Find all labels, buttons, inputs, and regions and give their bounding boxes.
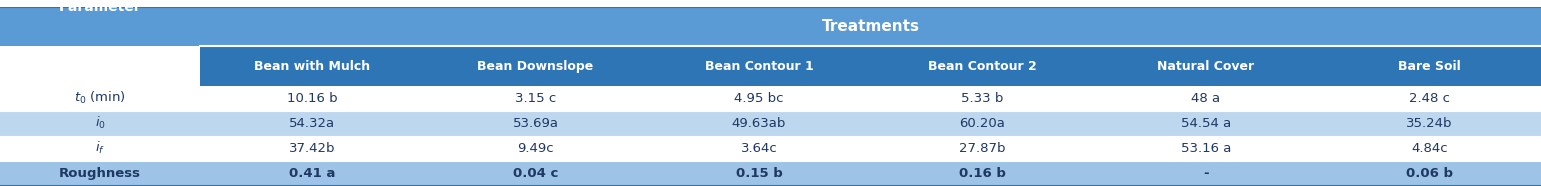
Text: 54.54 a: 54.54 a bbox=[1180, 117, 1231, 130]
Text: 49.63ab: 49.63ab bbox=[732, 117, 786, 130]
Text: 53.69a: 53.69a bbox=[513, 117, 558, 130]
Bar bbox=[200, 136, 424, 161]
Bar bbox=[871, 161, 1094, 186]
Text: 5.33 b: 5.33 b bbox=[962, 92, 1003, 105]
Text: Roughness: Roughness bbox=[59, 167, 142, 180]
Text: 10.16 b: 10.16 b bbox=[287, 92, 337, 105]
Bar bbox=[647, 161, 871, 186]
Text: Bare Soil: Bare Soil bbox=[1398, 60, 1461, 73]
Bar bbox=[200, 7, 1541, 46]
Bar bbox=[647, 46, 871, 86]
Text: Parameter: Parameter bbox=[59, 0, 142, 14]
Bar bbox=[1094, 111, 1318, 136]
Bar bbox=[0, 136, 200, 161]
Text: 2.48 c: 2.48 c bbox=[1408, 92, 1450, 105]
Text: 4.84c: 4.84c bbox=[1412, 142, 1447, 155]
Bar bbox=[0, 161, 200, 186]
Bar bbox=[1094, 86, 1318, 111]
Text: 35.24b: 35.24b bbox=[1405, 117, 1453, 130]
Bar bbox=[200, 86, 424, 111]
Text: 48 a: 48 a bbox=[1191, 92, 1220, 105]
Bar bbox=[200, 161, 424, 186]
Text: Bean Downslope: Bean Downslope bbox=[478, 60, 593, 73]
Text: 9.49c: 9.49c bbox=[518, 142, 553, 155]
Bar bbox=[871, 86, 1094, 111]
Bar bbox=[200, 111, 424, 136]
Text: $i_0$: $i_0$ bbox=[94, 115, 106, 131]
Bar bbox=[424, 46, 647, 86]
Text: 0.06 b: 0.06 b bbox=[1405, 167, 1453, 180]
Bar bbox=[1318, 46, 1541, 86]
Text: 0.41 a: 0.41 a bbox=[288, 167, 336, 180]
Text: $i_f$: $i_f$ bbox=[96, 140, 105, 156]
Text: 54.32a: 54.32a bbox=[290, 117, 334, 130]
Text: 27.87b: 27.87b bbox=[959, 142, 1006, 155]
Bar bbox=[200, 46, 424, 86]
Bar bbox=[424, 161, 647, 186]
Bar bbox=[1318, 111, 1541, 136]
Text: 53.16 a: 53.16 a bbox=[1180, 142, 1231, 155]
Bar bbox=[647, 111, 871, 136]
Bar bbox=[1094, 161, 1318, 186]
Bar bbox=[0, 0, 200, 46]
Bar bbox=[0, 111, 200, 136]
Bar bbox=[647, 136, 871, 161]
Text: 0.15 b: 0.15 b bbox=[735, 167, 783, 180]
Bar bbox=[1318, 86, 1541, 111]
Bar bbox=[0, 86, 200, 111]
Text: 0.16 b: 0.16 b bbox=[959, 167, 1006, 180]
Bar bbox=[424, 111, 647, 136]
Bar bbox=[871, 111, 1094, 136]
Text: -: - bbox=[1204, 167, 1208, 180]
Text: Bean with Mulch: Bean with Mulch bbox=[254, 60, 370, 73]
Bar bbox=[1318, 161, 1541, 186]
Bar bbox=[424, 86, 647, 111]
Text: Bean Contour 2: Bean Contour 2 bbox=[928, 60, 1037, 73]
Bar bbox=[647, 86, 871, 111]
Bar bbox=[1094, 136, 1318, 161]
Bar bbox=[424, 136, 647, 161]
Text: Natural Cover: Natural Cover bbox=[1157, 60, 1254, 73]
Text: 60.20a: 60.20a bbox=[960, 117, 1005, 130]
Text: 3.64c: 3.64c bbox=[741, 142, 777, 155]
Text: $t_0$ (min): $t_0$ (min) bbox=[74, 90, 126, 106]
Text: 37.42b: 37.42b bbox=[288, 142, 336, 155]
Bar bbox=[871, 46, 1094, 86]
Text: 4.95 bc: 4.95 bc bbox=[734, 92, 784, 105]
Bar bbox=[1318, 136, 1541, 161]
Text: Bean Contour 1: Bean Contour 1 bbox=[704, 60, 814, 73]
Text: 0.04 c: 0.04 c bbox=[513, 167, 558, 180]
Text: 3.15 c: 3.15 c bbox=[515, 92, 556, 105]
Bar bbox=[1094, 46, 1318, 86]
Text: Treatments: Treatments bbox=[821, 19, 920, 34]
Bar bbox=[871, 136, 1094, 161]
